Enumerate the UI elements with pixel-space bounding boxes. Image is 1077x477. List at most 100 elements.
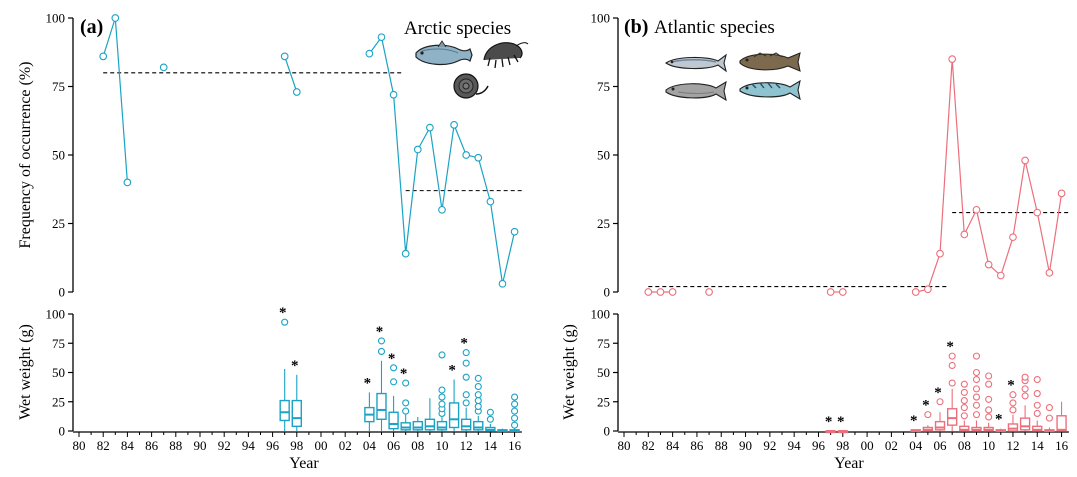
box-a bbox=[388, 411, 399, 430]
outlier-b bbox=[985, 406, 993, 414]
outlier-a bbox=[390, 378, 398, 386]
x-tick-label-a: 82 bbox=[97, 438, 110, 453]
x-tick-label-b: 12 bbox=[1006, 438, 1019, 453]
outlier-a bbox=[438, 386, 446, 394]
outlier-a bbox=[486, 415, 494, 423]
data-point-b bbox=[924, 285, 932, 294]
wet-y-tick-label-a: 50 bbox=[52, 365, 65, 380]
outlier-a bbox=[511, 407, 519, 415]
box-a bbox=[436, 420, 448, 431]
outlier-b bbox=[985, 372, 993, 380]
cod-icon bbox=[739, 52, 801, 72]
freq-y-tick-label-a: 50 bbox=[52, 148, 65, 163]
outlier-a bbox=[402, 379, 410, 387]
box-b bbox=[1032, 425, 1043, 432]
box-a bbox=[473, 420, 484, 431]
box-b bbox=[1019, 417, 1031, 431]
x-tick-label-b: 88 bbox=[715, 438, 728, 453]
box-b bbox=[934, 420, 946, 431]
data-point-a bbox=[426, 123, 434, 132]
data-point-a bbox=[462, 151, 471, 159]
outlier-a bbox=[462, 373, 470, 381]
x-tick-label-a: 14 bbox=[484, 438, 498, 453]
outlier-a bbox=[511, 414, 519, 422]
polar-cod-icon bbox=[415, 40, 473, 66]
significance-star-a: * bbox=[400, 366, 408, 382]
snail-icon bbox=[453, 73, 489, 99]
x-tick-label-b: 10 bbox=[982, 438, 995, 453]
data-point-b bbox=[911, 288, 920, 296]
outlier-b bbox=[972, 368, 981, 377]
capelin-icon bbox=[665, 53, 727, 73]
data-point-b bbox=[972, 205, 981, 214]
box-b bbox=[959, 425, 970, 432]
x-tick-label-b: 80 bbox=[618, 438, 631, 453]
data-point-a bbox=[292, 88, 301, 96]
box-a bbox=[376, 392, 387, 420]
outlier-a bbox=[462, 359, 470, 367]
mackerel-icon bbox=[739, 79, 801, 101]
outlier-a bbox=[474, 397, 482, 405]
box-b bbox=[1056, 415, 1067, 432]
panel-a: Frequency of occurrence (%) Wet weight (… bbox=[17, 11, 523, 472]
x-tick-label-a: 96 bbox=[266, 438, 280, 453]
outlier-b bbox=[972, 393, 981, 401]
x-tick-label-a: 08 bbox=[411, 438, 424, 453]
x-tick-label-b: 16 bbox=[1055, 438, 1069, 453]
outlier-b bbox=[1045, 404, 1053, 412]
x-tick-label-a: 86 bbox=[145, 438, 159, 453]
data-point-a bbox=[280, 52, 289, 61]
outlier-b bbox=[1033, 375, 1041, 384]
data-point-a bbox=[365, 49, 374, 58]
outlier-b bbox=[936, 398, 944, 406]
data-point-b bbox=[668, 288, 677, 296]
x-tick-label-b: 90 bbox=[739, 438, 752, 453]
outlier-b bbox=[948, 352, 956, 360]
wet-y-tick-label-a: 0 bbox=[59, 424, 66, 439]
outlier-b bbox=[924, 411, 932, 419]
amphipod-icon bbox=[483, 42, 529, 69]
outlier-a bbox=[402, 407, 410, 415]
data-point-a bbox=[401, 249, 410, 258]
significance-star-b: * bbox=[910, 413, 918, 429]
series-line-a bbox=[102, 17, 128, 183]
x-tick-label-a: 88 bbox=[169, 438, 182, 453]
data-point-b bbox=[936, 249, 944, 258]
data-point-b bbox=[960, 230, 969, 239]
x-tick-label-b: 06 bbox=[934, 438, 948, 453]
outlier-a bbox=[438, 393, 446, 401]
outlier-b bbox=[985, 395, 993, 403]
significance-star-b: * bbox=[922, 398, 930, 414]
series-line-b bbox=[915, 59, 1063, 293]
x-tick-label-a: 80 bbox=[73, 438, 86, 453]
outlier-b bbox=[1045, 414, 1053, 422]
data-point-b bbox=[948, 55, 957, 63]
outlier-a bbox=[511, 393, 519, 401]
outlier-b bbox=[960, 412, 968, 420]
outlier-b bbox=[1021, 385, 1029, 393]
outlier-b bbox=[985, 413, 993, 421]
wet-y-tick-label-a: 25 bbox=[52, 394, 65, 409]
significance-star-a: * bbox=[364, 375, 372, 391]
outlier-a bbox=[438, 400, 446, 408]
x-tick-label-b: 82 bbox=[642, 438, 655, 453]
outlier-b bbox=[985, 380, 993, 388]
wet-y-tick-label-a: 75 bbox=[52, 336, 65, 351]
outlier-a bbox=[377, 337, 386, 345]
significance-star-a: * bbox=[279, 305, 287, 321]
outlier-b bbox=[972, 411, 981, 419]
significance-star-a: * bbox=[388, 351, 396, 367]
box-a bbox=[424, 418, 436, 431]
wet-y-tick-label-b: 75 bbox=[597, 336, 610, 351]
x-tick-label-b: 86 bbox=[690, 438, 704, 453]
wet-y-tick-label-a: 100 bbox=[46, 307, 66, 322]
freq-y-tick-label-a: 75 bbox=[52, 79, 65, 94]
wet-y-axis-label-a: Wet weight (g) bbox=[17, 324, 34, 420]
significance-star-a: * bbox=[448, 363, 456, 379]
x-axis-label-a: Year bbox=[289, 455, 319, 472]
x-tick-label-b: 14 bbox=[1031, 438, 1045, 453]
x-tick-label-a: 90 bbox=[193, 438, 206, 453]
x-tick-label-b: 96 bbox=[812, 438, 826, 453]
box-a bbox=[448, 402, 460, 429]
x-tick-label-a: 02 bbox=[339, 438, 352, 453]
